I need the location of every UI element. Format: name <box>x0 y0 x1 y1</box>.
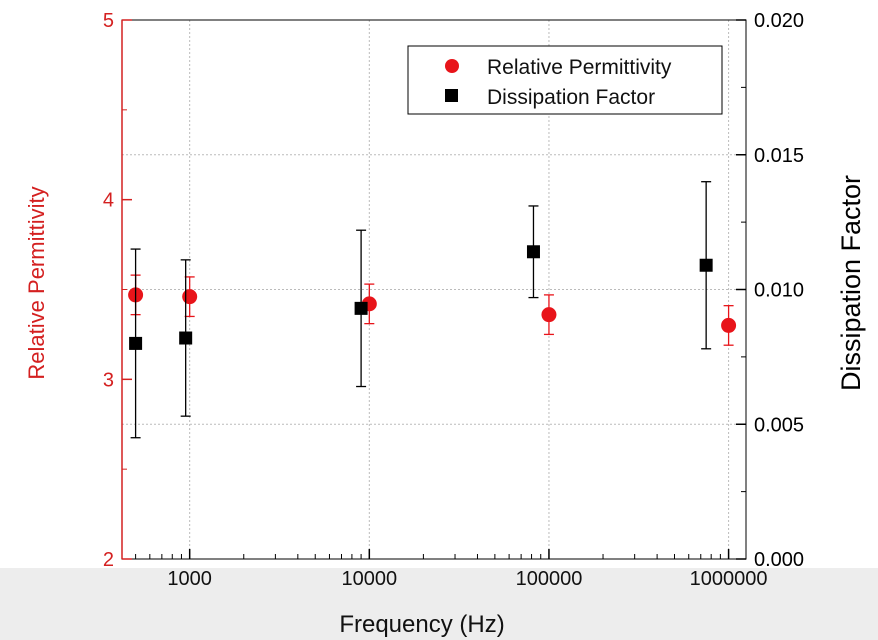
left-axis-tick-label: 3 <box>103 369 114 391</box>
data-point-permittivity <box>182 289 198 305</box>
right-axis-ticks: 0.000 0.005 0.010 0.015 0.020 <box>736 10 804 571</box>
legend: Relative Permittivity Dissipation Factor <box>407 45 723 115</box>
left-axis-ticks: 2 3 4 5 <box>103 10 132 571</box>
data-point-permittivity <box>541 307 557 323</box>
footer-band <box>0 568 878 640</box>
legend-label-permittivity: Relative Permittivity <box>487 56 672 79</box>
x-axis-tick-label: 1000000 <box>690 568 768 590</box>
y2-axis-label: Dissipation Factor <box>836 175 866 391</box>
x-axis-ticks: 1000 10000 100000 1000000 <box>135 549 768 590</box>
left-axis-tick-label: 5 <box>103 10 114 32</box>
right-axis-tick-label: 0.005 <box>754 414 804 436</box>
right-axis-tick-label: 0.000 <box>754 549 804 571</box>
right-axis-tick-label: 0.015 <box>754 145 804 167</box>
data-point-dissipation <box>129 336 143 350</box>
y-axis-label: Relative Permittivity <box>24 186 49 379</box>
left-axis-tick-label: 4 <box>103 190 114 212</box>
legend-box <box>407 45 723 115</box>
legend-label-dissipation: Dissipation Factor <box>487 86 655 109</box>
data-point-dissipation <box>699 258 713 272</box>
x-axis-label: Frequency (Hz) <box>339 611 504 638</box>
series-group <box>128 274 737 346</box>
legend-marker-dissipation <box>445 89 458 102</box>
series-layer <box>128 181 737 439</box>
x-axis-tick-label: 100000 <box>516 568 583 590</box>
data-point-dissipation <box>354 301 368 315</box>
data-point-dissipation <box>526 245 540 259</box>
x-axis-tick-label: 10000 <box>342 568 398 590</box>
legend-marker-permittivity <box>445 59 459 73</box>
right-axis-tick-label: 0.010 <box>754 280 804 302</box>
right-axis-tick-label: 0.020 <box>754 10 804 32</box>
x-axis-tick-label: 1000 <box>167 568 212 590</box>
left-axis-tick-label: 2 <box>103 549 114 571</box>
series-group <box>129 181 713 439</box>
data-point-permittivity <box>721 317 737 333</box>
data-point-dissipation <box>179 331 193 345</box>
